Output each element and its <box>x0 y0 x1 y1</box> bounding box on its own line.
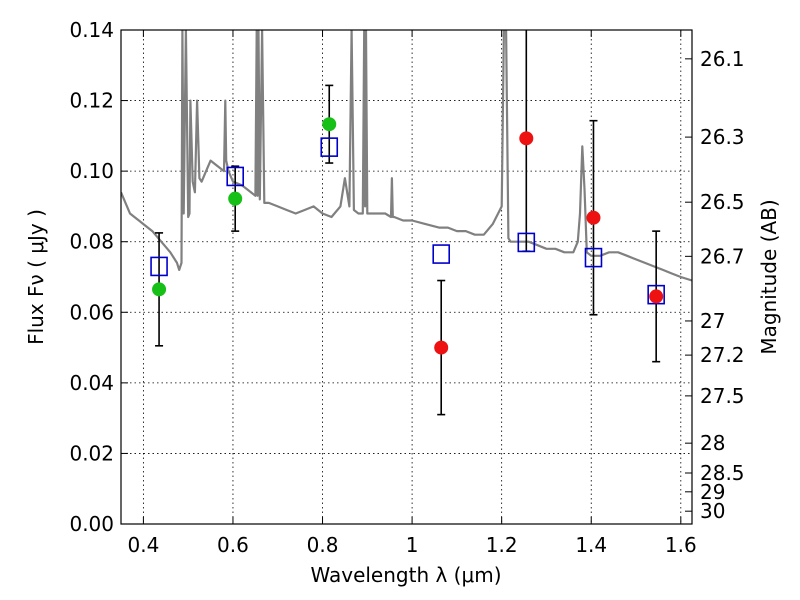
band-flux-square <box>584 247 603 268</box>
y-tick-label: 0.02 <box>69 441 114 465</box>
x-tick-label: 0.6 <box>217 533 249 557</box>
mag-tick-label: 27.2 <box>700 343 745 367</box>
plot-frame <box>120 29 693 525</box>
mag-tick-label: 29 <box>700 480 725 504</box>
y-tick-label: 0.14 <box>69 18 114 42</box>
band-flux-square <box>517 232 536 253</box>
x-axis-label: Wavelength λ (μm) <box>310 563 501 587</box>
x-tick-label: 1 <box>406 533 419 557</box>
red-data-point <box>519 131 534 146</box>
red-data-point <box>434 340 449 355</box>
axis-ticks: 0.4 0.6 0.8 1 1.2 1.4 1.6 0.00 0.02 0.04 0.06 0.08 0… <box>69 18 744 557</box>
mag-tick-label: 26.5 <box>700 190 745 214</box>
mag-tick-label: 27.5 <box>700 384 745 408</box>
mag-tick-label: 27 <box>700 309 725 333</box>
model-spectrum-line <box>121 30 692 282</box>
mag-tick-label: 26.1 <box>700 47 745 71</box>
y-tick-label: 0.04 <box>69 371 114 395</box>
red-data-point <box>586 210 601 225</box>
right-axis-label: Magnitude (AB) <box>757 199 781 354</box>
mag-tick-label: 30 <box>700 499 725 523</box>
grid <box>121 29 692 525</box>
x-tick-label: 1.4 <box>575 533 607 557</box>
mag-tick-label: 28.5 <box>700 461 745 485</box>
band-flux-square <box>432 244 451 264</box>
y-tick-label: 0.12 <box>69 89 114 113</box>
band-flux-square <box>647 284 665 305</box>
band-flux-square <box>226 166 244 187</box>
band-flux-square <box>320 137 339 157</box>
y-axis-label: Flux Fν ( μJy ) <box>24 209 48 345</box>
x-tick-label: 0.4 <box>127 533 159 557</box>
x-tick-label: 1.6 <box>665 533 697 557</box>
x-tick-label: 0.8 <box>307 533 339 557</box>
mag-tick-label: 28 <box>700 431 725 455</box>
green-data-point <box>152 282 167 297</box>
mag-tick-label: 26.3 <box>700 125 745 149</box>
y-tick-label: 0.06 <box>69 300 114 324</box>
green-data-point <box>228 191 243 206</box>
y-tick-label: 0.10 <box>69 159 114 183</box>
band-flux-square <box>150 256 168 277</box>
green-data-point <box>322 117 337 132</box>
red-data-point <box>649 289 664 304</box>
x-tick-label: 1.2 <box>486 533 518 557</box>
model-spectrum-layer <box>121 30 692 282</box>
data-points-layer <box>150 30 665 416</box>
y-tick-label: 0.08 <box>69 230 114 254</box>
y-tick-label: 0.00 <box>69 512 114 536</box>
mag-tick-label: 26.7 <box>700 244 745 268</box>
